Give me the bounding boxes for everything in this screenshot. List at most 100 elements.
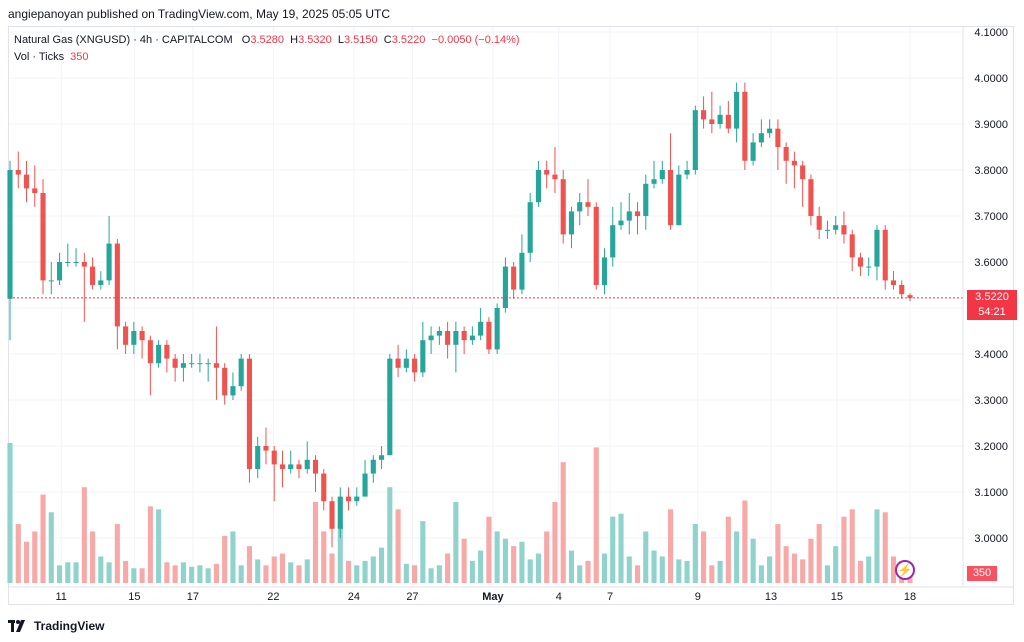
volume-bar	[205, 568, 211, 583]
candle-body	[73, 262, 79, 263]
volume-bar	[502, 538, 508, 583]
y-tick-label: 3.3000	[974, 395, 1008, 407]
candle-body	[651, 179, 657, 184]
candle-body	[593, 206, 599, 285]
volume-bar	[511, 546, 517, 583]
last-price-badge: 3.5220	[967, 289, 1017, 305]
volume-bar	[312, 501, 319, 583]
candle-body	[610, 225, 616, 258]
candle-body	[866, 266, 872, 268]
candle-body	[511, 266, 517, 290]
volume-bar	[180, 562, 186, 583]
candle-body	[329, 501, 335, 529]
candle-body	[354, 496, 360, 502]
y-tick-label: 3.2000	[974, 441, 1008, 453]
volume-bar	[197, 565, 203, 583]
candle-body	[23, 174, 30, 189]
volume-bar	[527, 559, 533, 583]
volume-bar	[808, 538, 814, 583]
candle-body	[560, 179, 566, 235]
volume-bar	[222, 535, 228, 583]
volume-bar	[106, 562, 112, 583]
volume-bar	[544, 531, 550, 583]
candle-body	[882, 229, 888, 281]
volume-bar	[156, 509, 162, 583]
volume-bar	[800, 559, 806, 583]
y-tick-label: 4.0000	[974, 73, 1008, 85]
volume-bar	[73, 562, 79, 583]
volume-bar	[98, 556, 104, 583]
candle-body	[197, 363, 203, 365]
candle-body	[800, 165, 806, 180]
candle-body	[370, 459, 376, 474]
candle-body	[321, 473, 327, 502]
lightning-icon[interactable]: ⚡	[895, 560, 915, 580]
volume-bar	[601, 553, 608, 583]
candle-body	[213, 363, 219, 368]
volume-bar	[238, 565, 244, 583]
volume-bar	[866, 556, 872, 583]
volume-bar	[643, 531, 649, 583]
candle-body	[189, 363, 195, 365]
candle-body	[585, 202, 591, 207]
volume-bar	[213, 563, 219, 583]
candle-body	[238, 358, 244, 387]
volume-bar	[833, 546, 839, 583]
candle-body	[403, 358, 409, 368]
candle-body	[701, 110, 707, 120]
candle-body	[106, 243, 112, 281]
candle-body	[304, 459, 310, 469]
candle-body	[775, 128, 781, 147]
volume-bar	[618, 513, 624, 583]
volume-bar	[189, 566, 195, 583]
publisher-caption: angiepanoyan published on TradingView.co…	[8, 7, 391, 21]
volume-bar	[585, 560, 591, 583]
candle-body	[172, 358, 178, 368]
volume-bar	[230, 531, 236, 583]
volume-bar	[172, 565, 178, 583]
y-tick-label: 4.1000	[974, 27, 1008, 39]
candle-body	[81, 262, 87, 267]
volume-value: 350	[70, 51, 89, 63]
candle-body	[230, 386, 236, 396]
volume-bar	[659, 556, 665, 583]
candle-body	[874, 229, 880, 267]
volume-bar	[874, 509, 880, 583]
volume-bar	[841, 516, 847, 583]
x-tick-label: May	[482, 591, 504, 603]
volume-label: Vol · Ticks	[14, 51, 65, 63]
volume-bar	[758, 565, 764, 583]
volume-bar	[48, 512, 54, 583]
volume-bar	[321, 531, 327, 583]
high-label: H	[290, 34, 299, 46]
open-value: 3.5280	[250, 34, 285, 46]
candle-body	[519, 252, 525, 290]
candle-body	[692, 110, 698, 170]
candle-body	[337, 496, 343, 529]
volume-bar	[453, 501, 459, 583]
candle-body	[164, 344, 170, 359]
volume-bar	[667, 509, 674, 583]
x-tick-label: 22	[267, 591, 279, 603]
tradingview-footer[interactable]: TradingView	[8, 619, 104, 633]
candle-body	[626, 211, 632, 221]
candle-body	[65, 262, 71, 263]
y-tick-label: 3.9000	[974, 119, 1008, 131]
volume-bar	[131, 568, 137, 583]
candle-body	[420, 340, 426, 373]
candle-body	[461, 331, 467, 341]
change-value: −0.0050 (−0.14%)	[431, 34, 520, 46]
volume-bar	[849, 509, 855, 583]
candle-body	[271, 450, 277, 465]
candle-body	[40, 193, 46, 281]
x-tick-label: 15	[128, 591, 140, 603]
candle-body	[279, 464, 286, 469]
volume-bar	[494, 531, 500, 583]
candle-body	[890, 280, 897, 285]
candle-body	[667, 170, 674, 226]
candle-body	[296, 464, 302, 469]
x-tick-label: 18	[904, 591, 916, 603]
candle-body	[552, 174, 558, 180]
candle-body	[90, 266, 96, 285]
